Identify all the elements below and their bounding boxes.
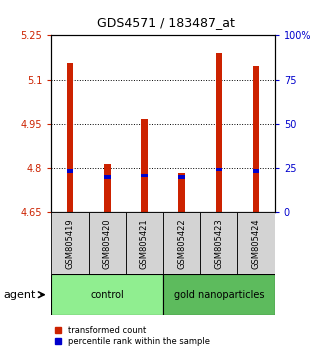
- Text: GSM805424: GSM805424: [252, 218, 260, 269]
- Bar: [67, 169, 73, 173]
- Bar: [178, 175, 185, 179]
- Text: GSM805420: GSM805420: [103, 218, 112, 269]
- Bar: [215, 53, 222, 212]
- Text: GSM805419: GSM805419: [66, 218, 74, 269]
- Text: GSM805422: GSM805422: [177, 218, 186, 269]
- Bar: [163, 212, 200, 274]
- Text: control: control: [90, 290, 124, 300]
- Bar: [126, 212, 163, 274]
- Bar: [88, 212, 126, 274]
- Text: agent: agent: [3, 290, 36, 300]
- Bar: [253, 67, 260, 212]
- Bar: [163, 274, 275, 315]
- Text: GSM805423: GSM805423: [214, 218, 223, 269]
- Bar: [51, 274, 163, 315]
- Bar: [51, 212, 88, 274]
- Bar: [67, 63, 73, 212]
- Bar: [253, 169, 260, 173]
- Bar: [104, 175, 111, 179]
- Text: GDS4571 / 183487_at: GDS4571 / 183487_at: [97, 16, 234, 29]
- Bar: [104, 164, 111, 212]
- Bar: [237, 212, 275, 274]
- Bar: [141, 174, 148, 177]
- Bar: [200, 212, 237, 274]
- Legend: transformed count, percentile rank within the sample: transformed count, percentile rank withi…: [56, 326, 210, 346]
- Bar: [178, 173, 185, 212]
- Bar: [141, 120, 148, 212]
- Text: gold nanoparticles: gold nanoparticles: [174, 290, 264, 300]
- Bar: [215, 168, 222, 171]
- Text: GSM805421: GSM805421: [140, 218, 149, 269]
